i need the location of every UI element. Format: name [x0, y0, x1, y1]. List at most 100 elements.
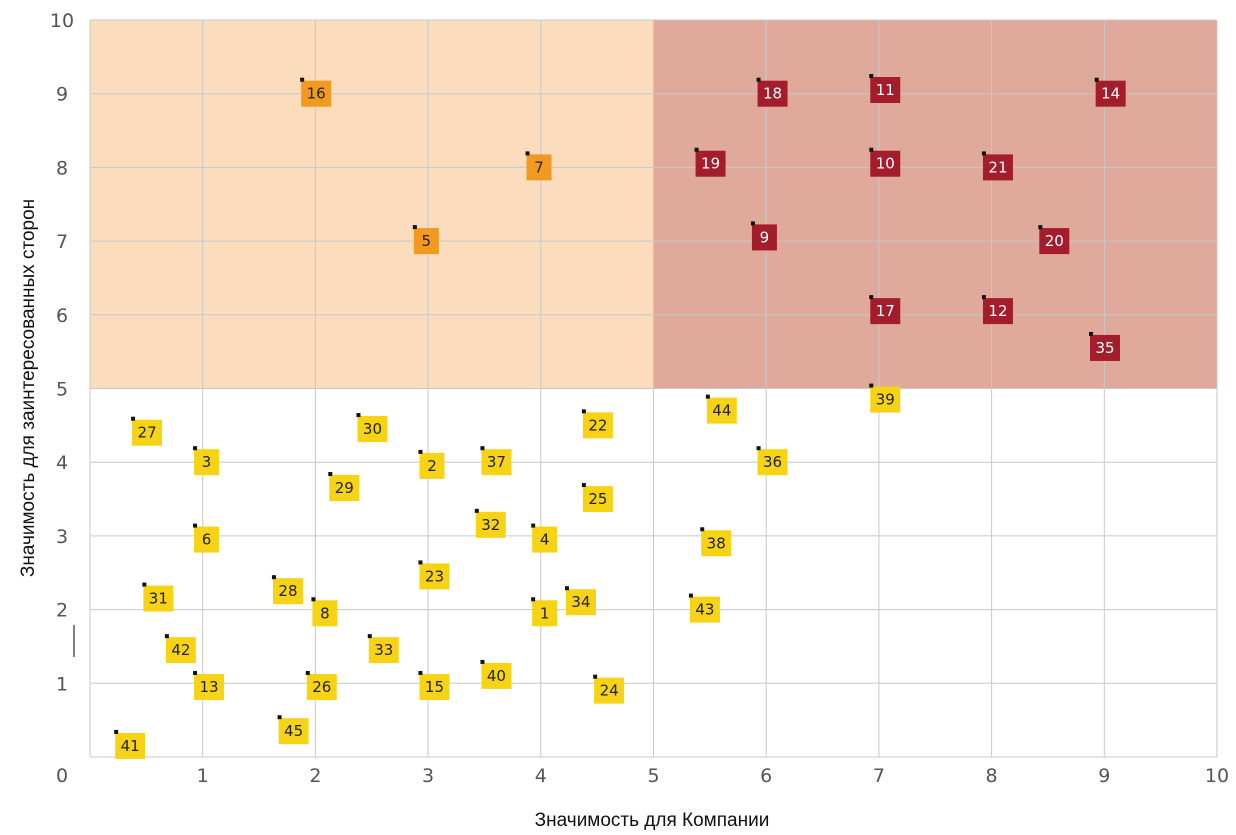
point-20: 20: [1038, 225, 1070, 255]
point-marker: [356, 413, 361, 418]
y-tick-labels: 1 2 3 4 5 6 7 8 9 10: [50, 10, 74, 695]
point-marker: [525, 151, 530, 156]
point-label: 40: [487, 667, 506, 685]
point-30: 30: [356, 413, 388, 443]
point-box: [329, 474, 360, 501]
point-box: [582, 486, 613, 513]
point-box: [115, 732, 146, 759]
point-label: 2: [427, 457, 437, 475]
point-44: 44: [705, 394, 737, 424]
point-box: [413, 228, 439, 255]
point-27: 27: [131, 416, 163, 446]
point-9: 9: [750, 221, 777, 251]
y-tick-label: 8: [56, 157, 68, 179]
y-tick-label: 6: [56, 305, 68, 327]
point-marker: [869, 74, 874, 79]
point-label: 5: [422, 232, 432, 250]
point-37: 37: [480, 446, 512, 476]
x-tick-label: 3: [422, 765, 434, 787]
point-marker: [164, 634, 169, 639]
point-label: 9: [760, 228, 770, 246]
point-label: 20: [1045, 232, 1064, 250]
point-label: 4: [540, 531, 550, 549]
point-box: [1095, 80, 1126, 107]
point-14: 14: [1094, 77, 1126, 107]
point-label: 29: [335, 479, 354, 497]
point-marker: [869, 147, 874, 152]
point-box: [870, 298, 901, 325]
point-36: 36: [756, 446, 788, 476]
point-42: 42: [164, 634, 196, 664]
point-box: [368, 637, 399, 664]
point-label: 31: [149, 590, 168, 608]
point-label: 23: [425, 567, 444, 585]
point-marker: [474, 508, 479, 513]
point-marker: [1094, 77, 1099, 82]
point-box: [695, 150, 726, 177]
point-25: 25: [581, 483, 613, 513]
point-box: [194, 526, 220, 553]
x-tick-label: 6: [760, 765, 772, 787]
point-label: 27: [138, 424, 157, 442]
point-marker: [311, 597, 316, 602]
point-box: [757, 80, 788, 107]
point-box: [526, 154, 552, 181]
point-19: 19: [694, 147, 726, 177]
point-box: [165, 637, 196, 664]
point-box: [870, 150, 901, 177]
point-label: 43: [695, 601, 714, 619]
zone-0: [90, 20, 654, 389]
point-label: 33: [374, 641, 393, 659]
point-label: 11: [876, 81, 895, 99]
point-label: 30: [363, 420, 382, 438]
point-box: [1039, 228, 1070, 255]
point-marker: [114, 729, 119, 734]
point-3: 3: [193, 446, 220, 476]
x-tick-label: 7: [873, 765, 885, 787]
point-box: [870, 386, 901, 413]
point-marker: [305, 670, 310, 675]
point-box: [565, 589, 596, 616]
point-label: 7: [534, 158, 544, 176]
point-box: [982, 298, 1013, 325]
point-marker: [564, 586, 569, 591]
point-box: [419, 452, 445, 479]
point-box: [132, 419, 163, 446]
point-28: 28: [271, 575, 303, 605]
y-tick-label: 10: [50, 10, 74, 32]
point-marker: [418, 560, 423, 565]
point-box: [357, 416, 388, 443]
x-tick-label: 1: [197, 765, 209, 787]
point-43: 43: [688, 593, 720, 623]
point-box: [272, 578, 303, 605]
point-21: 21: [981, 151, 1013, 181]
point-label: 10: [876, 155, 895, 173]
y-tick-label: 2: [56, 600, 68, 622]
point-box: [312, 600, 338, 627]
point-marker: [593, 674, 598, 679]
point-label: 28: [278, 582, 297, 600]
point-24: 24: [593, 674, 625, 704]
point-marker: [581, 483, 586, 488]
point-marker: [581, 409, 586, 414]
point-label: 22: [588, 416, 607, 434]
point-1: 1: [531, 597, 558, 627]
point-29: 29: [328, 471, 360, 501]
point-marker: [694, 147, 699, 152]
point-7: 7: [525, 151, 552, 181]
y-tick-label: 3: [56, 526, 68, 548]
point-marker: [193, 523, 198, 528]
point-marker: [271, 575, 276, 580]
point-34: 34: [564, 586, 596, 616]
point-marker: [142, 582, 147, 587]
point-label: 25: [588, 490, 607, 508]
point-box: [306, 673, 337, 700]
point-box: [194, 449, 220, 476]
y-tick-label: 9: [56, 84, 68, 106]
point-label: 34: [571, 593, 590, 611]
point-box: [1090, 334, 1121, 361]
y-tick-label: 4: [56, 452, 68, 474]
point-box: [689, 596, 720, 623]
